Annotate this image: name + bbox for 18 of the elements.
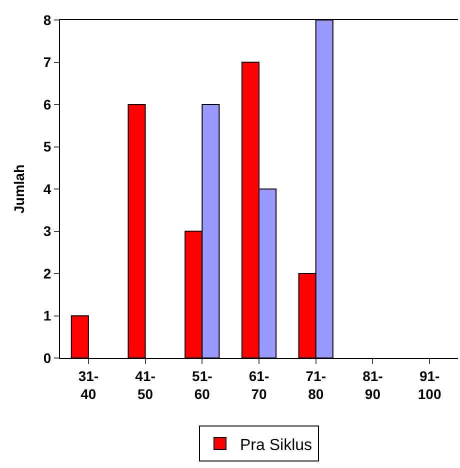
y-tick-label: 4: [43, 180, 52, 197]
y-tick-label: 1: [43, 308, 52, 324]
y-axis-title: Jumlah: [11, 164, 28, 214]
x-tick-label: 71-80: [306, 368, 326, 402]
y-tick-label: 5: [43, 138, 52, 155]
y-tick-label: 0: [43, 350, 52, 366]
x-tick-label: 41-50: [135, 368, 156, 402]
y-tick-label: 7: [43, 54, 52, 70]
y-tick-label: 3: [43, 223, 52, 240]
y-tick-label: 8: [43, 12, 52, 28]
x-tick-label: 81-90: [362, 368, 384, 402]
y-tick-label: 6: [43, 96, 52, 112]
y-tick-label: 2: [43, 265, 52, 282]
x-tick-label: 31-40: [78, 368, 99, 402]
x-tick-label: 51-60: [192, 368, 213, 402]
legend-label: Pra Siklus: [240, 436, 312, 454]
x-tick-label: 61-70: [248, 368, 270, 402]
x-tick-label: 91-100: [418, 368, 442, 402]
